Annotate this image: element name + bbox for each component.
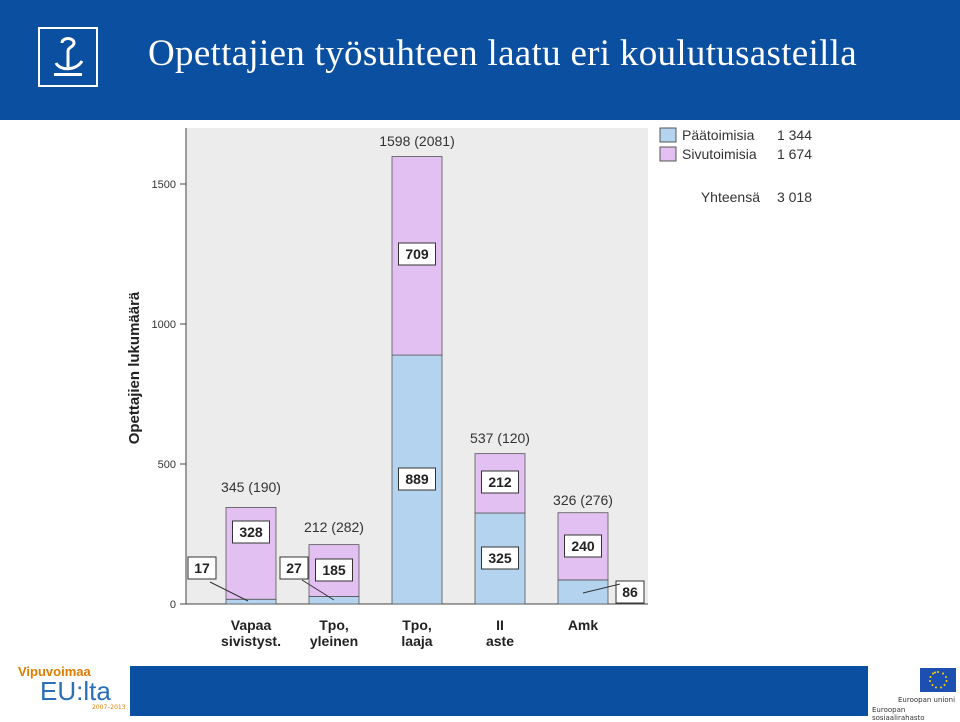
brand-logo-subtext: EU:lta: [40, 676, 111, 706]
legend-value: 1 674: [777, 146, 812, 162]
bar-total-label: 212 (282): [304, 519, 364, 535]
page-title: Opettajien työsuhteen laatu eri koulutus…: [148, 33, 857, 74]
value-label-box: [315, 558, 353, 582]
value-label: 17: [194, 560, 210, 576]
x-tick-label: sivistyst.: [221, 633, 281, 649]
brand-years: 2007–2013: [92, 704, 126, 711]
y-tick-label: 0: [170, 599, 176, 611]
leader-line: [301, 579, 335, 601]
value-label-box: [564, 534, 602, 558]
bar-total-label: 1598 (2081): [379, 133, 455, 149]
footer-bar: [130, 666, 868, 716]
value-label-box: [398, 242, 436, 266]
value-label: 709: [405, 246, 429, 262]
value-label-box: [232, 520, 270, 544]
brand-logo-text: Vipuvoimaa: [18, 664, 91, 679]
bar-total-label: 326 (276): [553, 492, 613, 508]
esf-label: Euroopan sosiaalirahasto: [872, 706, 925, 722]
y-tick-label: 500: [158, 459, 176, 471]
eu-flag-icon: [920, 668, 956, 692]
legend-label: Sivutoimisia: [682, 146, 757, 162]
x-tick-label: Vapaa: [231, 617, 272, 633]
leader-line: [209, 581, 249, 602]
bar-total-label: 537 (120): [470, 430, 530, 446]
legend-total-label: Yhteensä: [701, 189, 760, 205]
x-tick-label: laaja: [401, 633, 432, 649]
value-label-box: [481, 546, 519, 570]
x-tick-label: aste: [486, 633, 514, 649]
logo-icon: [38, 27, 98, 87]
eu-stars-icon: [929, 671, 948, 689]
legend-total-value: 3 018: [777, 189, 812, 205]
value-label-box: [187, 556, 217, 580]
y-axis-title: Opettajien lukumäärä: [126, 291, 143, 444]
value-label: 889: [405, 471, 429, 487]
value-label: 240: [571, 538, 595, 554]
value-label: 328: [239, 524, 263, 540]
x-tick-label: Tpo,: [319, 617, 349, 633]
leader-line: [582, 583, 621, 594]
value-label-box: [615, 580, 645, 604]
y-tick-label: 1000: [152, 319, 176, 331]
x-tick-label: yleinen: [310, 633, 358, 649]
value-label-box: [398, 467, 436, 491]
swan-logo-icon: [54, 37, 84, 76]
legend-swatch: [659, 127, 677, 143]
legend-value: 1 344: [777, 127, 812, 143]
value-label: 86: [622, 584, 638, 600]
x-tick-label: II: [496, 617, 504, 633]
title-bar: Opettajien työsuhteen laatu eri koulutus…: [0, 0, 960, 120]
legend-label: Päätoimisia: [682, 127, 755, 143]
bar-total-label: 345 (190): [221, 479, 281, 495]
stacked-bar-chart: 0 500 1000 1500 Opettajien lukumäärä 345 (190…: [126, 127, 812, 649]
value-label-box: [279, 556, 309, 580]
bar-paatoimisia: [225, 598, 277, 605]
value-label: 185: [322, 562, 346, 578]
value-label: 325: [488, 550, 512, 566]
legend-swatch: [659, 146, 677, 162]
y-tick-label: 1500: [152, 179, 176, 191]
bar-paatoimisia: [557, 579, 609, 605]
eu-union-label: Euroopan unioni: [898, 696, 956, 704]
chart-area: 0 500 1000 1500 Opettajien lukumäärä 345 (190…: [0, 120, 960, 665]
bar-paatoimisia: [308, 596, 360, 605]
value-label: 27: [286, 560, 302, 576]
value-label: 212: [488, 474, 512, 490]
x-tick-label: Amk: [568, 617, 599, 633]
x-tick-label: Tpo,: [402, 617, 432, 633]
value-label-box: [481, 470, 519, 494]
